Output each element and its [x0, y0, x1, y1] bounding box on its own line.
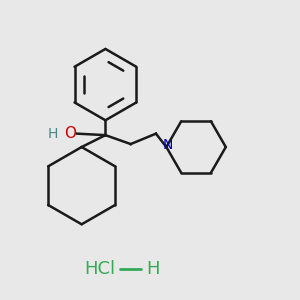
Text: HCl: HCl	[84, 260, 115, 278]
Text: N: N	[163, 138, 173, 152]
Text: H: H	[146, 260, 160, 278]
Text: O: O	[64, 126, 76, 141]
Text: H: H	[47, 127, 58, 141]
